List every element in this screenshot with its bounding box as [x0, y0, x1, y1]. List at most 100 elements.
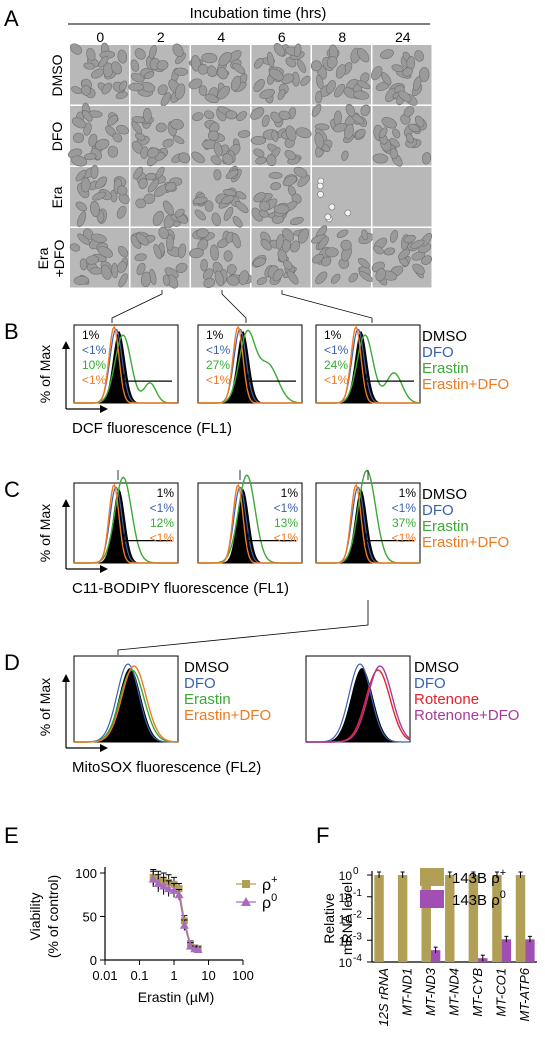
- panel-letter-e: E: [4, 823, 19, 848]
- cell: [341, 150, 349, 161]
- cell: [170, 119, 184, 130]
- cell: [71, 117, 87, 129]
- cell: [152, 210, 164, 226]
- cell: [314, 123, 330, 131]
- legend-entry: DMSO: [422, 328, 467, 345]
- y-axis-label: mRNA level: [339, 882, 355, 955]
- cell: [250, 107, 265, 120]
- cell: [223, 250, 233, 262]
- row-label: Era: [35, 247, 51, 269]
- cell: [230, 75, 242, 92]
- cell: [314, 132, 325, 149]
- histogram-treatment-dfo: [74, 665, 178, 743]
- legend-entry: DMSO: [184, 659, 229, 676]
- bar-rho-zero: [501, 939, 512, 962]
- bar-rho-plus: [397, 875, 408, 962]
- cell: [118, 80, 128, 92]
- cell: [84, 153, 97, 161]
- y-tick-exponent: -1: [353, 888, 362, 899]
- y-arrow-head: [62, 341, 70, 349]
- cell: [253, 79, 265, 92]
- category-label: MT-CYB: [470, 968, 485, 1017]
- y-axis-label: % of Max: [37, 345, 53, 403]
- cell: [94, 138, 110, 151]
- cell: [69, 243, 81, 252]
- x-tick-label: 100: [232, 968, 254, 983]
- cell: [202, 268, 214, 280]
- gate-percentage: <1%: [82, 373, 107, 387]
- legend-entry: Erastin+DFO: [422, 534, 509, 551]
- legend-entry: Erastin: [422, 360, 469, 377]
- cell: [201, 52, 218, 64]
- cell: [213, 169, 222, 181]
- cell: [372, 153, 389, 164]
- cell: [284, 150, 296, 160]
- row-label: +DFO: [51, 240, 67, 278]
- cell: [226, 264, 237, 275]
- bar-rho-plus: [374, 875, 384, 962]
- cell: [134, 253, 147, 262]
- cell: [117, 245, 129, 258]
- cell: [197, 63, 209, 75]
- cell: [253, 148, 265, 158]
- cell: [310, 60, 322, 72]
- y-tick-label: 50: [83, 910, 97, 925]
- series-line: [152, 878, 199, 951]
- legend-marker: [242, 880, 250, 888]
- cell: [282, 175, 297, 187]
- cell: [90, 164, 99, 179]
- cell: [225, 169, 239, 179]
- cell: [380, 72, 392, 86]
- row-label: Era: [49, 186, 65, 208]
- cell: [162, 138, 174, 148]
- cell: [117, 49, 128, 64]
- cell: [348, 272, 359, 283]
- cell: [134, 132, 146, 141]
- cell: [290, 240, 301, 253]
- cell: [165, 182, 177, 192]
- cell: [130, 59, 140, 72]
- legend-entry: DFO: [184, 675, 216, 692]
- cell: [403, 234, 416, 243]
- cell: [418, 67, 430, 83]
- gate-percentage: <1%: [274, 501, 299, 515]
- y-arrow-head: [62, 499, 70, 507]
- cell: [192, 112, 204, 121]
- histogram-erastin-dfo: [316, 325, 420, 404]
- gate-percentage: 37%: [392, 516, 416, 530]
- cell: [178, 152, 191, 164]
- legend-label: ρ+: [262, 874, 278, 894]
- cell: [253, 257, 266, 267]
- cell: [79, 258, 88, 271]
- cell: [321, 256, 332, 267]
- legend-superscript: +: [500, 867, 506, 879]
- bar-rho-plus: [421, 875, 431, 962]
- cell: [90, 233, 107, 243]
- cell: [296, 59, 307, 73]
- cell: [335, 64, 346, 79]
- gate-percentage: 24%: [324, 358, 348, 372]
- gate-percentage: <1%: [324, 373, 349, 387]
- cell: [222, 153, 234, 165]
- y-axis-label: % of Max: [37, 504, 53, 562]
- cell: [155, 166, 165, 179]
- cell: [231, 233, 241, 249]
- cell: [178, 243, 187, 259]
- cell: [268, 172, 283, 179]
- row-label: DMSO: [49, 54, 65, 96]
- cell: [134, 48, 146, 60]
- legend-entry: DFO: [422, 344, 454, 361]
- legend-swatch: [420, 868, 444, 886]
- row-label: DFO: [49, 122, 65, 152]
- y-arrow-head: [62, 674, 70, 682]
- histogram-erastin-dfo: [198, 325, 302, 404]
- cell: [259, 88, 276, 99]
- cell: [391, 64, 404, 73]
- y-tick-label: 10: [339, 913, 353, 927]
- cell: [116, 205, 127, 219]
- x-arrow-head: [100, 565, 108, 573]
- legend-entry: Erastin: [184, 691, 231, 708]
- cell: [191, 151, 205, 164]
- cell: [370, 66, 383, 81]
